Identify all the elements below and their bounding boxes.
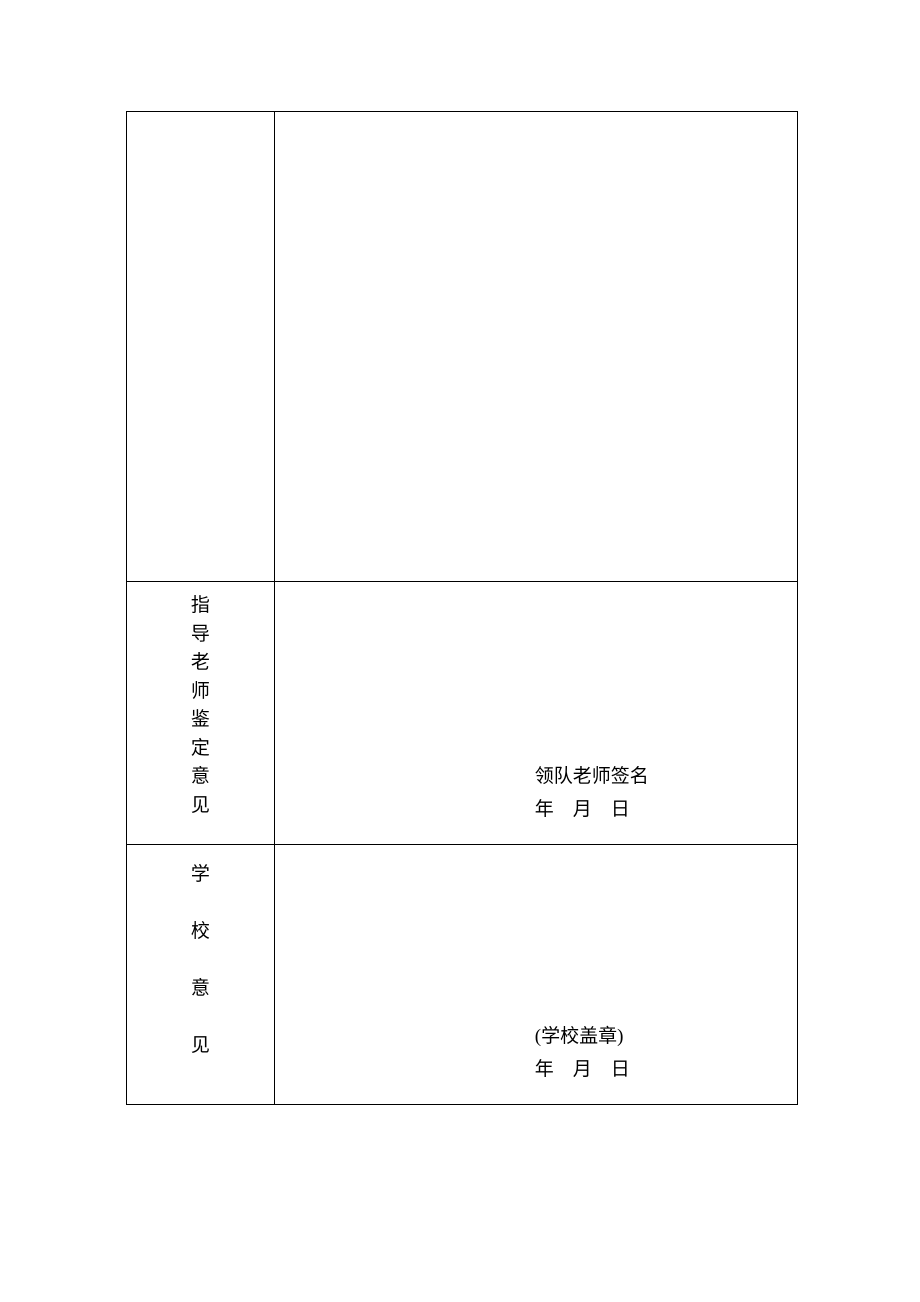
label-char: 学 bbox=[191, 859, 210, 886]
label-char: 师 bbox=[191, 678, 210, 707]
label-char: 指 bbox=[191, 592, 210, 621]
label-char: 意 bbox=[191, 763, 210, 792]
school-stamp-label: (学校盖章) bbox=[535, 1021, 630, 1053]
label-char: 定 bbox=[191, 735, 210, 764]
supervisor-signature-label: 领队老师签名 bbox=[535, 761, 649, 793]
school-date-line: 年 月 日 bbox=[535, 1054, 630, 1086]
label-char: 老 bbox=[191, 649, 210, 678]
school-opinion-content-cell: (学校盖章) 年 月 日 bbox=[274, 845, 797, 1105]
supervisor-opinion-content-cell: 领队老师签名 年 月 日 bbox=[274, 582, 797, 845]
approval-form-table: 指 导 老 师 鉴 定 意 见 领队老师签名 年 月 日 学 校 意 见 bbox=[126, 111, 798, 1105]
label-char: 见 bbox=[191, 792, 210, 821]
supervisor-signature-block: 领队老师签名 年 月 日 bbox=[535, 761, 649, 826]
label-char: 校 bbox=[191, 916, 210, 943]
school-signature-block: (学校盖章) 年 月 日 bbox=[535, 1021, 630, 1086]
school-opinion-label-cell: 学 校 意 见 bbox=[127, 845, 275, 1105]
label-char: 导 bbox=[191, 621, 210, 650]
label-char: 鉴 bbox=[191, 706, 210, 735]
supervisor-date-line: 年 月 日 bbox=[535, 794, 649, 826]
row1-label-cell bbox=[127, 112, 275, 582]
supervisor-opinion-label: 指 导 老 师 鉴 定 意 见 bbox=[127, 582, 274, 820]
supervisor-opinion-label-cell: 指 导 老 师 鉴 定 意 见 bbox=[127, 582, 275, 845]
school-opinion-label: 学 校 意 见 bbox=[127, 845, 274, 1057]
label-char: 见 bbox=[191, 1030, 210, 1057]
label-char: 意 bbox=[191, 973, 210, 1000]
row1-content-cell bbox=[274, 112, 797, 582]
